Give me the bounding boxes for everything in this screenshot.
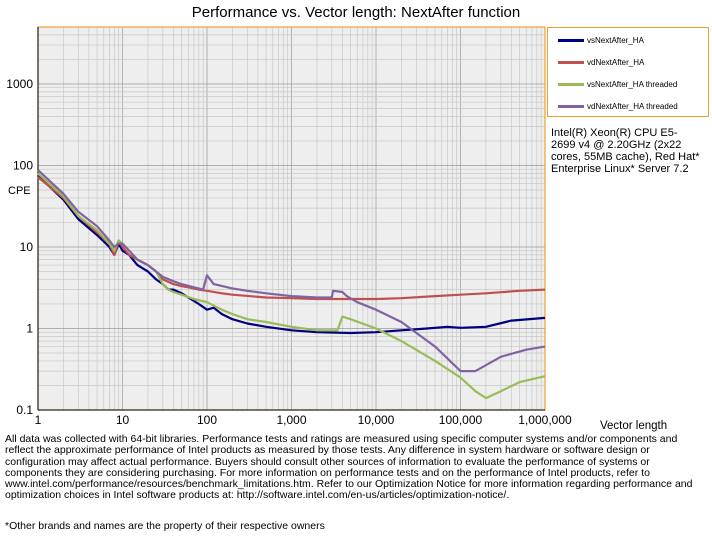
chart-title: Performance vs. Vector length: NextAfter… <box>191 4 521 21</box>
x-tick-label: 1,000 <box>276 413 306 427</box>
disclaimer-footnote: All data was collected with 64-bit libra… <box>5 433 693 502</box>
legend-swatch <box>558 83 584 87</box>
y-tick-label: 10 <box>20 240 34 254</box>
x-tick-label: 100 <box>197 413 217 427</box>
legend-item: vsNextAfter_HA <box>558 36 644 45</box>
y-axis-label: CPE <box>8 185 31 197</box>
y-tick-label: 1000 <box>6 77 33 91</box>
legend-item: vdNextAfter_HA <box>558 58 644 67</box>
x-tick-label: 10 <box>116 413 130 427</box>
legend-label: vsNextAfter_HA <box>587 36 644 45</box>
y-tick-label: 0.1 <box>16 403 33 417</box>
x-tick-label: 10,000 <box>358 413 395 427</box>
legend-swatch <box>558 39 584 43</box>
legend-label: vdNextAfter_HA threaded <box>587 102 678 111</box>
chart-plot: 1 10 100 1,000 10,000 100,000 1,000,0000.11101… <box>6 26 572 427</box>
legend-swatch <box>558 61 584 65</box>
system-annotation: Intel(R) Xeon(R) CPU E5-2699 v4 @ 2.20GH… <box>551 127 700 175</box>
trademark-note: *Other brands and names are the property… <box>5 520 325 532</box>
y-tick-label: 100 <box>13 158 33 172</box>
legend-item: vsNextAfter_HA threaded <box>558 80 677 89</box>
x-tick-label: 1,000,000 <box>518 413 572 427</box>
x-tick-label: 100,000 <box>439 413 483 427</box>
series-line <box>37 172 546 400</box>
x-tick-label: 1 <box>35 413 42 427</box>
series-line <box>37 176 546 301</box>
y-tick-label: 1 <box>26 321 33 335</box>
legend-label: vsNextAfter_HA threaded <box>587 80 678 89</box>
legend-label: vdNextAfter_HA <box>587 58 645 67</box>
legend-swatch <box>558 105 584 109</box>
legend-item: vdNextAfter_HA threaded <box>558 102 678 111</box>
series-line <box>37 169 546 373</box>
x-axis-label: Vector length <box>600 420 668 432</box>
chart-legend: vsNextAfter_HA vdNextAfter_HA vsNextAfte… <box>547 27 709 117</box>
